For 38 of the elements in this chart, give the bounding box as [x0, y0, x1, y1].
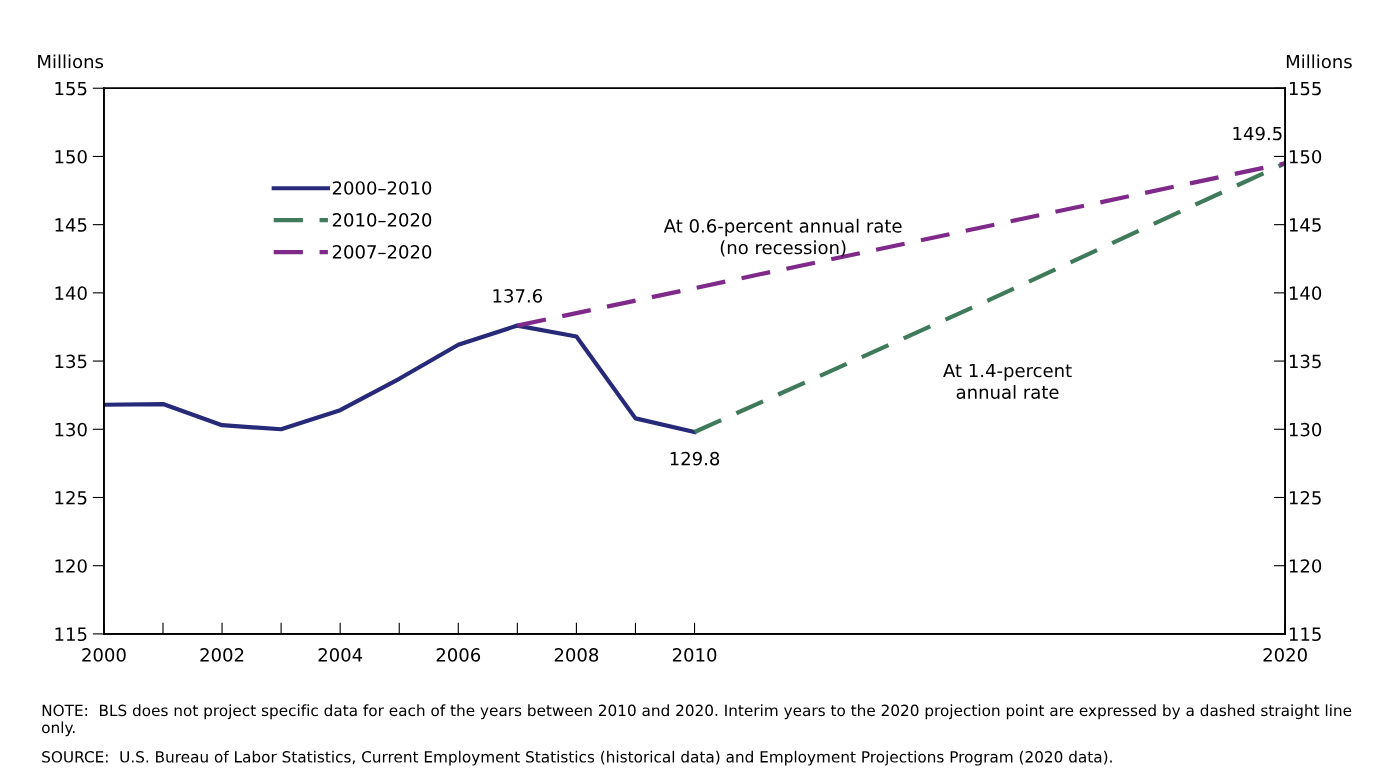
y2-tick-label: 150 [1289, 149, 1322, 164]
x-tick-label: 2000 [82, 648, 126, 662]
y2-tick-label: 130 [1289, 422, 1322, 437]
annotation: At 1.4-percent annual rate [943, 363, 1072, 399]
y-tick-label: 135 [55, 354, 87, 369]
y2-tick-label: 140 [1289, 286, 1322, 300]
source-note: SOURCE: U.S. Bureau of Labor Statistics, Current Employment Statistics (historical data) and Employment Projections Program (2020 data). [42, 750, 1112, 766]
x-tick-label: 2004 [318, 648, 363, 662]
annotation: At 0.6-percent annual rate (no recession) [663, 218, 902, 257]
y-tick-label: 115 [55, 627, 87, 642]
annotation: 129.8 [670, 451, 720, 466]
x-tick-label: 2008 [554, 648, 599, 662]
y2-tick-label: 115 [1289, 627, 1321, 642]
legend-label: 2007–2020 [332, 245, 432, 259]
y2-tick-label: 145 [1289, 218, 1321, 232]
x-tick-label: 2002 [200, 648, 244, 662]
y-axis-title: Millions [38, 54, 104, 69]
x-tick-label: 2006 [436, 648, 481, 662]
annotation: 149.5 [1233, 126, 1282, 141]
annotation: 137.6 [493, 289, 543, 303]
x-tick-label: 2020 [1263, 648, 1307, 662]
y2-axis-title: Millions [1286, 54, 1352, 69]
y-tick-label: 120 [55, 559, 87, 573]
y-tick-label: 145 [55, 218, 87, 232]
y-tick-label: 155 [55, 81, 87, 96]
legend-label: 2000–2010 [332, 181, 432, 195]
y-tick-label: 140 [55, 286, 87, 300]
line-series [103, 323, 697, 435]
y2-tick-label: 155 [1289, 81, 1321, 96]
y2-tick-label: 135 [1289, 354, 1321, 369]
text: NOTE: BLS does not project specific data for each of the years between 2010 and 2020. Interim years to the 2020 projection point are expressed by a dashed straight line only. [42, 704, 1352, 737]
x-tick-label: 2010 [672, 648, 717, 662]
y2-tick-label: 125 [1289, 490, 1321, 505]
y2-tick-label: 120 [1289, 559, 1322, 573]
y-tick-label: 150 [55, 149, 87, 164]
y-tick-label: 130 [55, 422, 87, 437]
legend-label: 2010–2020 [332, 213, 432, 227]
y-tick-label: 125 [55, 490, 87, 505]
